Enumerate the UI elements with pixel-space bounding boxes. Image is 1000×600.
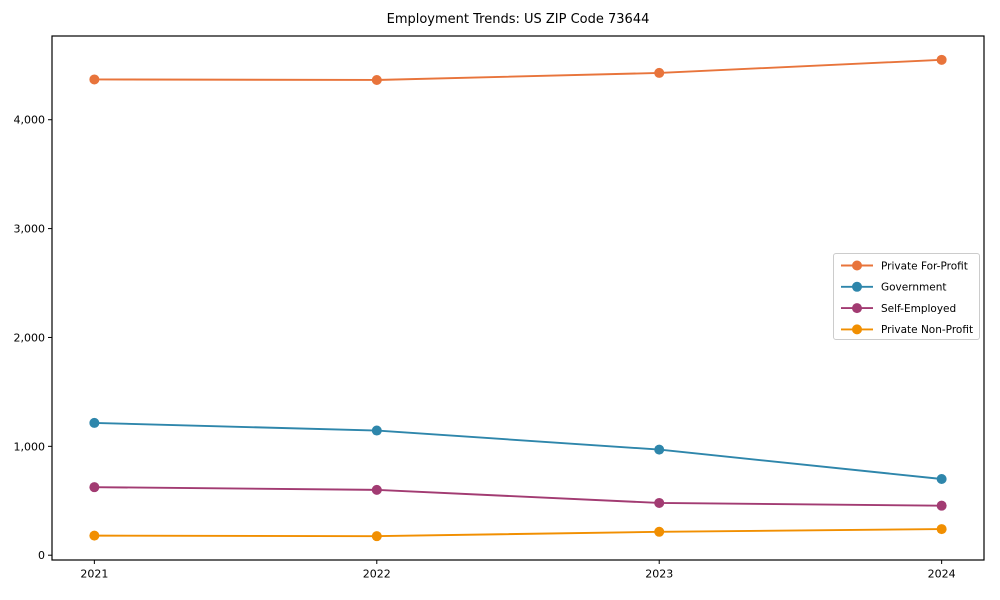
y-axis: 0 1,000 2,000 3,000 4,000 [14,114,52,562]
data-point-marker [936,473,947,484]
legend-marker-icon [852,324,862,335]
y-tick-label: 0 [38,549,45,562]
series-line [94,58,942,81]
series-line [94,528,942,538]
legend-item: Private For-Profit [841,260,968,272]
data-point-marker [89,74,100,85]
legend-label: Private Non-Profit [881,324,973,336]
data-point-marker [654,67,665,78]
legend-box [833,253,980,340]
legend-item: Self-Employed [841,303,956,315]
data-point-marker [89,417,100,428]
legend-item: Government [841,282,946,294]
x-tick-label: 2021 [80,568,108,581]
legend: Private For-Profit Government Self-Employe… [833,253,980,340]
x-axis: 2021 2022 2023 2024 [80,560,956,581]
legend-item: Private Non-Profit [841,324,973,336]
data-point-marker [371,425,382,436]
data-point-marker [936,524,947,535]
series-private-for-profit [89,54,947,85]
series-line [94,421,942,480]
data-point-marker [654,444,665,455]
data-point-marker [936,500,947,511]
data-point-marker [89,530,100,541]
data-point-marker [654,497,665,508]
data-point-marker [936,54,947,65]
y-tick-label: 3,000 [14,223,46,236]
series-government [89,417,947,484]
data-point-marker [654,526,665,537]
legend-label: Self-Employed [881,303,956,315]
legend-marker-icon [852,281,862,292]
legend-label: Government [881,282,946,294]
series-line [94,486,942,507]
data-point-marker [371,484,382,495]
x-tick-label: 2023 [645,568,673,581]
y-tick-label: 4,000 [14,114,46,127]
legend-label: Private For-Profit [881,260,968,272]
series-private-non-profit [89,524,947,542]
data-point-marker [371,74,382,85]
data-point-marker [89,482,100,493]
plot-border [51,35,985,561]
chart-title: Employment Trends: US ZIP Code 73644 [386,12,650,27]
legend-marker-icon [852,260,862,271]
series-self-employed [89,482,947,511]
x-tick-label: 2024 [928,568,956,581]
y-tick-label: 1,000 [14,440,46,453]
y-tick-label: 2,000 [14,331,46,344]
data-point-marker [371,531,382,542]
legend-marker-icon [852,303,862,314]
x-tick-label: 2022 [363,568,391,581]
